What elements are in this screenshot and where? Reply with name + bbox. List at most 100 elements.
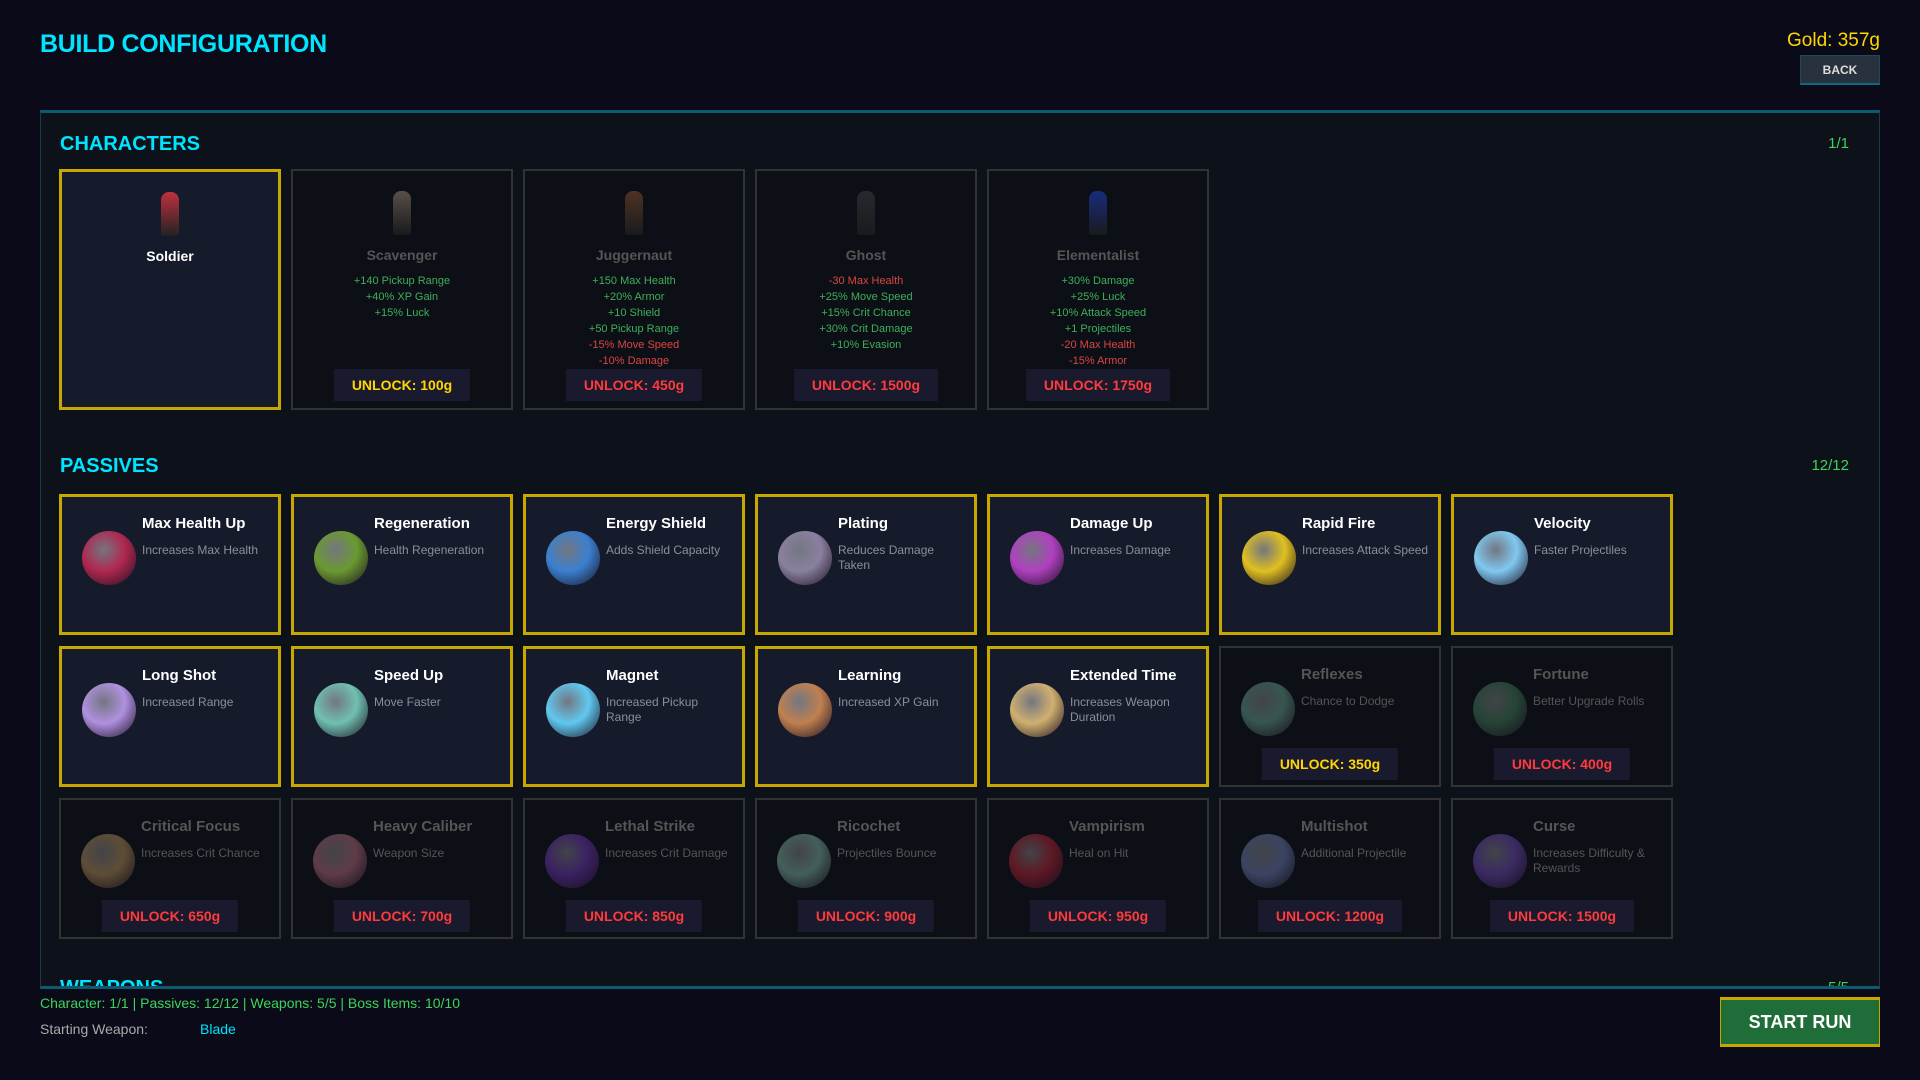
unlock-button[interactable]: UNLOCK: 1750g (1025, 369, 1171, 401)
passive-name: Reflexes (1301, 666, 1363, 683)
passive-card-rapid-fire[interactable]: Rapid Fire Increases Attack Speed (1219, 494, 1441, 635)
back-button[interactable]: BACK (1800, 55, 1880, 85)
character-card-ghost[interactable]: Ghost -30 Max Health +25% Move Speed +15% C… (755, 169, 977, 410)
passive-description: Heal on Hit (1069, 846, 1129, 860)
passive-card-reflexes[interactable]: Reflexes Chance to Dodge UNLOCK: 350g (1219, 646, 1441, 787)
build-summary: Character: 1/1 | Passives: 12/12 | Weapo… (40, 995, 460, 1011)
unlock-button[interactable]: UNLOCK: 1500g (1489, 900, 1635, 932)
triple-orb-icon (1241, 834, 1295, 888)
unlock-button[interactable]: UNLOCK: 400g (1493, 748, 1631, 780)
passive-card-multishot[interactable]: Multishot Additional Projectile UNLOCK: 12… (1219, 798, 1441, 939)
unlock-button[interactable]: UNLOCK: 700g (333, 900, 471, 932)
unlock-button[interactable]: UNLOCK: 350g (1261, 748, 1399, 780)
passive-card-long-shot[interactable]: Long Shot Increased Range (59, 646, 281, 787)
shield-icon (546, 531, 600, 585)
passive-description: Additional Projectile (1301, 846, 1407, 860)
clover-icon (1473, 682, 1527, 736)
passive-card-heavy-caliber[interactable]: Heavy Caliber Weapon Size UNLOCK: 700g (291, 798, 513, 939)
stat-line: +25% Luck (1070, 291, 1126, 303)
crescent-icon (1474, 531, 1528, 585)
stat-line: +1 Projectiles (1064, 323, 1132, 335)
unlock-button[interactable]: UNLOCK: 100g (333, 369, 471, 401)
passive-card-vampirism[interactable]: Vampirism Heal on Hit UNLOCK: 950g (987, 798, 1209, 939)
unlock-button[interactable]: UNLOCK: 950g (1029, 900, 1167, 932)
passive-card-extended-time[interactable]: Extended Time Increases Weapon Duration (987, 646, 1209, 787)
stat-line: -10% Damage (598, 355, 670, 367)
unlock-button[interactable]: UNLOCK: 1200g (1257, 900, 1403, 932)
passive-card-damage-up[interactable]: Damage Up Increases Damage (987, 494, 1209, 635)
passive-card-learning[interactable]: Learning Increased XP Gain (755, 646, 977, 787)
passive-card-speed-up[interactable]: Speed Up Move Faster (291, 646, 513, 787)
passive-card-curse[interactable]: Curse Increases Difficulty & Rewards UNLOC… (1451, 798, 1673, 939)
character-name: Ghost (845, 247, 887, 263)
armor-plate-icon (778, 531, 832, 585)
crystal-triangle-icon (1010, 531, 1064, 585)
unlock-button[interactable]: UNLOCK: 1500g (793, 369, 939, 401)
passive-description: Increases Attack Speed (1302, 543, 1429, 557)
passive-card-plating[interactable]: Plating Reduces Damage Taken (755, 494, 977, 635)
blood-drop-icon (1009, 834, 1063, 888)
passive-name: Lethal Strike (605, 818, 696, 835)
passives-heading: PASSIVES (60, 455, 159, 477)
passive-card-magnet[interactable]: Magnet Increased Pickup Range (523, 646, 745, 787)
stat-line: +140 Pickup Range (353, 275, 451, 287)
passive-name: Curse (1533, 818, 1576, 835)
passive-card-max-health-up[interactable]: Max Health Up Increases Max Health (59, 494, 281, 635)
compass-star-icon (81, 834, 135, 888)
passive-name: Learning (838, 667, 902, 684)
wing-icon (314, 683, 368, 737)
character-card-elementalist[interactable]: Elementalist +30% Damage +25% Luck +10% Att… (987, 169, 1209, 410)
passive-name: Ricochet (837, 818, 901, 835)
spiral-icon (1242, 531, 1296, 585)
ring-icon (546, 683, 600, 737)
passive-card-ricochet[interactable]: Ricochet Projectiles Bounce UNLOCK: 900g (755, 798, 977, 939)
unlock-button[interactable]: UNLOCK: 450g (565, 369, 703, 401)
passive-description: Increased XP Gain (838, 695, 939, 709)
character-card-soldier[interactable]: Soldier (59, 169, 281, 410)
stat-line: -15% Armor (1068, 355, 1128, 367)
passive-description: Increases Max Health (142, 543, 259, 557)
build-panel[interactable]: CHARACTERS 1/1 Soldier Scavenger +140 Pick… (40, 110, 1880, 989)
character-stats: -30 Max Health +25% Move Speed +15% Crit C… (757, 273, 975, 353)
passive-name: Fortune (1533, 666, 1589, 683)
character-name: Scavenger (366, 247, 438, 263)
passive-name: Velocity (1534, 515, 1591, 532)
passive-description: Chance to Dodge (1301, 694, 1395, 708)
passive-card-critical-focus[interactable]: Critical Focus Increases Crit Chance UNLOC… (59, 798, 281, 939)
stat-line: +30% Crit Damage (819, 323, 913, 335)
passive-description: Weapon Size (373, 846, 445, 860)
passive-description: Increased Pickup Range (606, 695, 699, 724)
hourglass-icon (1010, 683, 1064, 737)
wreath-icon (314, 531, 368, 585)
character-name: Juggernaut (595, 247, 673, 263)
unlock-button[interactable]: UNLOCK: 650g (101, 900, 239, 932)
starting-weapon-label: Starting Weapon: (40, 1021, 148, 1037)
stat-line: +50 Pickup Range (588, 323, 680, 335)
passive-description: Health Regeneration (374, 543, 485, 557)
passive-card-energy-shield[interactable]: Energy Shield Adds Shield Capacity (523, 494, 745, 635)
heart-icon (82, 531, 136, 585)
curse-crystal-icon (1473, 834, 1527, 888)
passive-description: Faster Projectiles (1534, 543, 1627, 557)
passive-description: Increases Crit Damage (605, 846, 728, 860)
passive-description: Better Upgrade Rolls (1533, 694, 1645, 708)
character-stats: +140 Pickup Range +40% XP Gain +15% Luck (293, 273, 511, 321)
unlock-button[interactable]: UNLOCK: 900g (797, 900, 935, 932)
passive-card-fortune[interactable]: Fortune Better Upgrade Rolls UNLOCK: 400g (1451, 646, 1673, 787)
leaf-icon (1241, 682, 1295, 736)
unlock-button[interactable]: UNLOCK: 850g (565, 900, 703, 932)
passive-name: Speed Up (374, 667, 444, 684)
passive-description: Increases Difficulty & Rewards (1533, 846, 1645, 875)
orb-icon (313, 834, 367, 888)
passive-description: Adds Shield Capacity (606, 543, 721, 557)
character-card-scavenger[interactable]: Scavenger +140 Pickup Range +40% XP Gain +1… (291, 169, 513, 410)
passive-name: Energy Shield (606, 515, 707, 532)
passive-name: Long Shot (142, 667, 217, 684)
passive-card-lethal-strike[interactable]: Lethal Strike Increases Crit Damage UNLOCK… (523, 798, 745, 939)
passive-description: Increases Crit Chance (141, 846, 260, 860)
passive-card-velocity[interactable]: Velocity Faster Projectiles (1451, 494, 1673, 635)
passive-card-regeneration[interactable]: Regeneration Health Regeneration (291, 494, 513, 635)
start-run-button[interactable]: START RUN (1720, 997, 1880, 1047)
character-card-juggernaut[interactable]: Juggernaut +150 Max Health +20% Armor +10 S… (523, 169, 745, 410)
starting-weapon-value[interactable]: Blade (200, 1021, 236, 1037)
